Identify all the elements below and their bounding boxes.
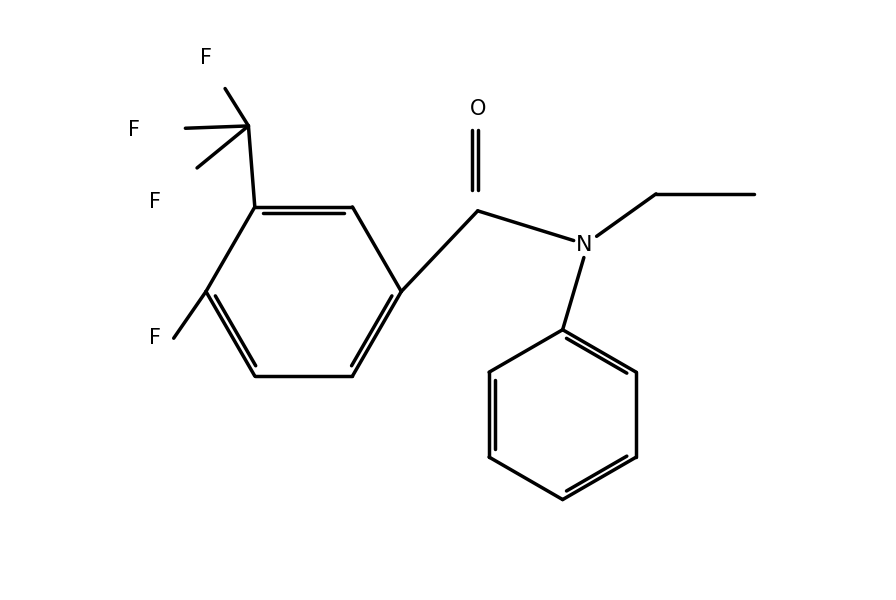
- Text: N: N: [575, 235, 592, 255]
- Text: O: O: [470, 99, 486, 119]
- Text: F: F: [149, 193, 161, 212]
- Text: F: F: [200, 48, 212, 68]
- Text: F: F: [128, 120, 140, 140]
- Text: F: F: [149, 328, 161, 348]
